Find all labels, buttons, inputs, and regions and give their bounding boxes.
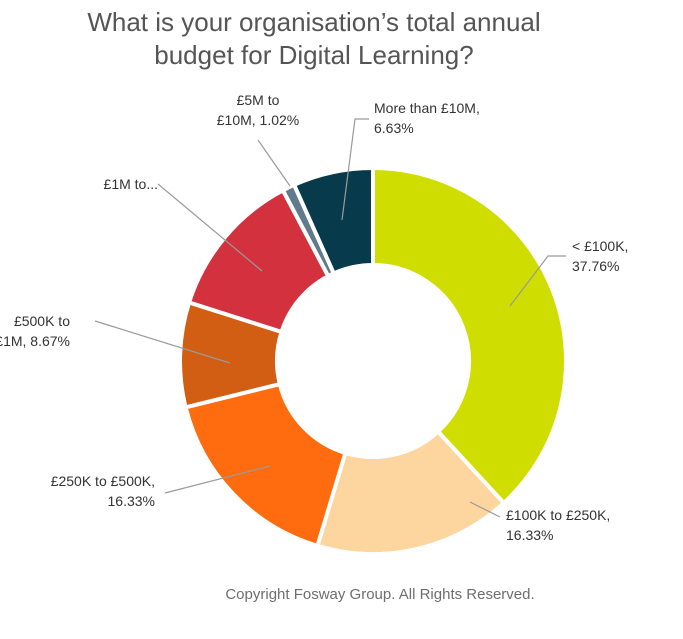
slice-2 [183, 381, 348, 549]
slice-label-2-line-1: 16.33% [108, 493, 155, 509]
slice-label-6-line-0: More than £10M, [374, 100, 480, 116]
slice-label-3-line-0: £500K to [14, 313, 70, 329]
leader-line-0 [509, 255, 566, 307]
slice-label-1-line-1: 16.33% [506, 527, 553, 543]
slice-label-0-line-1: 37.76% [572, 258, 619, 274]
copyright-footer: Copyright Fosway Group. All Rights Reser… [225, 586, 534, 603]
leader-lines [94, 118, 566, 518]
slice-label-0-line-0: < £100K, [572, 238, 628, 254]
slice-label-5-line-0: £5M to [237, 92, 280, 108]
slice-6 [291, 165, 375, 277]
leader-line-1 [469, 501, 501, 518]
chart-title-line-2: budget for Digital Learning? [154, 40, 473, 70]
donut-slices [178, 165, 568, 556]
slice-0 [371, 165, 568, 506]
leader-line-4 [157, 183, 263, 272]
leader-line-5 [257, 139, 291, 187]
slice-label-4-line-0: £1M to... [104, 176, 158, 192]
slice-label-2-line-0: £250K to £500K, [51, 473, 155, 489]
slice-label-5-line-1: £10M, 1.02% [217, 112, 300, 128]
leader-line-2 [164, 465, 271, 494]
slice-1 [314, 428, 507, 556]
slice-label-6-line-1: 6.63% [374, 120, 414, 136]
chart-title-line-1: What is your organisation’s total annual [87, 7, 540, 37]
leader-line-6 [341, 118, 369, 221]
slice-label-1-line-0: £100K to £250K, [506, 507, 610, 523]
leader-line-3 [94, 320, 231, 364]
slice-label-3-line-1: £1M, 8.67% [0, 333, 70, 349]
slice-labels: < £100K, 37.76% £100K to £250K, 16.33% £250K… [0, 92, 628, 543]
